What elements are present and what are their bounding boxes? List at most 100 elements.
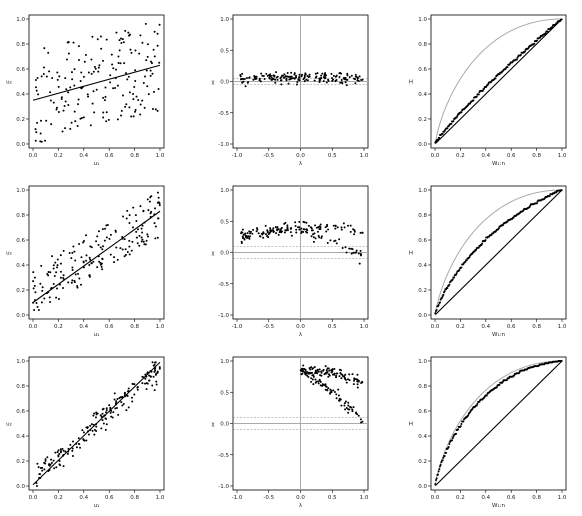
data-point bbox=[95, 425, 98, 428]
data-point bbox=[313, 366, 316, 369]
data-point bbox=[65, 58, 68, 61]
y-tick-label: -0.5 bbox=[218, 111, 229, 117]
data-point bbox=[118, 397, 121, 400]
data-point bbox=[37, 466, 40, 469]
data-point bbox=[311, 374, 314, 377]
x-tick-label: 1.0 bbox=[558, 495, 567, 501]
data-point bbox=[319, 223, 322, 226]
data-point bbox=[356, 378, 359, 381]
y-axis-label: H bbox=[409, 251, 413, 257]
diagonal-reference bbox=[434, 18, 563, 145]
data-point bbox=[57, 455, 60, 458]
data-point bbox=[437, 138, 440, 141]
data-point bbox=[262, 236, 265, 239]
data-point bbox=[302, 78, 305, 81]
data-point bbox=[281, 74, 284, 77]
data-point bbox=[335, 374, 338, 377]
data-point bbox=[275, 76, 278, 79]
data-point bbox=[350, 247, 353, 250]
data-point bbox=[67, 281, 70, 284]
data-point bbox=[34, 78, 37, 81]
data-point bbox=[333, 391, 336, 394]
data-point bbox=[67, 52, 70, 55]
data-point bbox=[445, 451, 448, 454]
y-tick-label: 0.4 bbox=[418, 434, 427, 440]
data-point bbox=[448, 283, 451, 286]
data-point bbox=[349, 224, 352, 227]
data-point bbox=[295, 76, 298, 79]
data-point bbox=[126, 209, 129, 212]
data-point bbox=[54, 261, 57, 264]
data-point bbox=[40, 301, 43, 304]
data-point bbox=[93, 412, 96, 415]
data-point bbox=[346, 74, 349, 77]
data-point bbox=[106, 224, 109, 227]
x-tick-label: 0.5 bbox=[328, 153, 337, 159]
data-point bbox=[73, 84, 76, 87]
data-point bbox=[66, 41, 69, 44]
data-point bbox=[128, 34, 131, 37]
data-point bbox=[316, 230, 319, 233]
data-point bbox=[304, 368, 307, 371]
data-point bbox=[82, 438, 85, 441]
data-point bbox=[253, 76, 256, 79]
x-tick-label: 1.0 bbox=[558, 324, 567, 330]
x-tick-label: 0.4 bbox=[481, 153, 490, 159]
data-point bbox=[62, 249, 65, 252]
data-point bbox=[96, 38, 99, 41]
data-point bbox=[274, 226, 277, 229]
data-point bbox=[155, 383, 158, 386]
data-point bbox=[58, 452, 61, 455]
data-point bbox=[319, 384, 322, 387]
data-point bbox=[36, 121, 39, 124]
y-tick-label: 0.0 bbox=[418, 142, 427, 148]
data-point bbox=[248, 76, 251, 79]
data-point bbox=[49, 91, 52, 94]
data-point bbox=[132, 98, 135, 101]
data-point bbox=[154, 361, 157, 364]
data-point bbox=[158, 204, 161, 207]
data-point bbox=[316, 72, 319, 75]
data-point bbox=[56, 78, 59, 81]
y-tick-label: 1.0 bbox=[418, 188, 427, 194]
regression-line bbox=[32, 210, 161, 303]
data-point bbox=[301, 73, 304, 76]
data-point bbox=[338, 399, 341, 402]
data-point bbox=[130, 249, 133, 252]
data-point bbox=[59, 448, 62, 451]
data-point bbox=[128, 91, 131, 94]
y-tick-label: 1.0 bbox=[220, 17, 229, 23]
data-point bbox=[343, 77, 346, 80]
data-point bbox=[334, 239, 337, 242]
data-point bbox=[321, 383, 324, 386]
diagonal-reference bbox=[434, 360, 563, 487]
x-tick-label: 0.8 bbox=[532, 324, 541, 330]
data-point bbox=[481, 89, 484, 92]
data-point bbox=[325, 230, 328, 233]
y-tick-label: 1.0 bbox=[418, 17, 427, 23]
data-point bbox=[110, 415, 113, 418]
data-point bbox=[100, 265, 103, 268]
data-point bbox=[251, 232, 254, 235]
data-point bbox=[329, 239, 332, 242]
data-point bbox=[339, 81, 342, 84]
data-point bbox=[92, 70, 95, 73]
diagonal-reference bbox=[434, 189, 563, 316]
data-point bbox=[73, 250, 76, 253]
data-point bbox=[102, 245, 105, 248]
x-tick-label: 0.4 bbox=[79, 495, 88, 501]
data-point bbox=[357, 414, 360, 417]
data-point bbox=[350, 406, 353, 409]
data-point bbox=[84, 53, 87, 56]
panel-row2-chi: -1.0 -0.5 0.0 0.5 1.0 -1.0 -0.5 0.0 0.5 1.0 λ χ bbox=[211, 185, 369, 338]
data-point bbox=[313, 232, 316, 235]
data-point bbox=[324, 76, 327, 79]
data-point bbox=[240, 240, 243, 243]
data-point bbox=[85, 259, 88, 262]
y-tick-label: 0.0 bbox=[220, 251, 229, 257]
data-point bbox=[131, 400, 134, 403]
data-point bbox=[294, 224, 297, 227]
panel-row1-chi: -1.0 -0.5 0.0 0.5 1.0 -1.0 -0.5 0.0 0.5 1.0 λ χ bbox=[211, 14, 369, 167]
data-point bbox=[49, 99, 52, 102]
data-point bbox=[455, 432, 458, 435]
